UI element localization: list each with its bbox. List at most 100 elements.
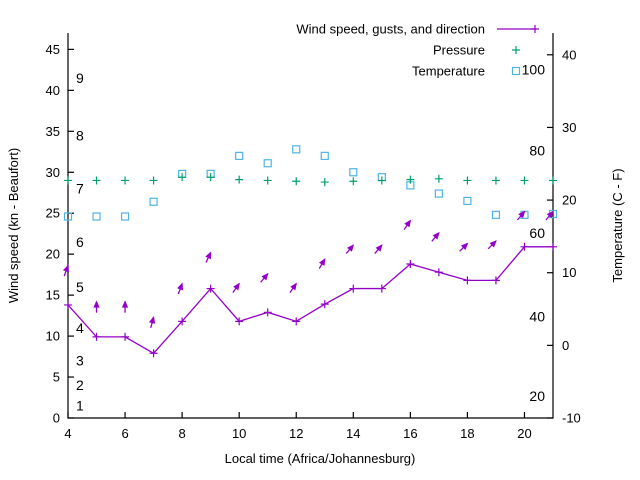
wind-speed-marker — [434, 268, 443, 277]
temperature-marker — [120, 212, 130, 221]
beaufort-scale-label: 6 — [76, 234, 84, 250]
x-axis-tick-label: 16 — [403, 426, 417, 441]
y-axis-tick-label: 15 — [46, 288, 60, 303]
pressure-marker — [520, 176, 529, 185]
x-axis-tick-label: 6 — [121, 426, 128, 441]
wind-speed-marker — [92, 332, 101, 341]
y-axis-tick-label: 5 — [53, 370, 60, 385]
y-axis-tick-label: 25 — [46, 206, 60, 221]
y-axis-label: Wind speed (kn - Beaufort) — [6, 148, 21, 303]
pressure-marker — [64, 176, 72, 185]
pressure-marker — [292, 177, 301, 186]
pressure-marker — [491, 176, 500, 185]
wind-direction-arrow — [260, 272, 269, 283]
temperature-marker — [92, 212, 101, 221]
pressure-marker — [121, 176, 130, 185]
pressure-marker — [235, 175, 244, 184]
wind-direction-arrow — [345, 244, 355, 255]
wind-direction-arrow — [205, 251, 212, 263]
wind-speed-marker — [320, 300, 329, 309]
wind-direction-arrow — [459, 242, 469, 252]
wind-direction-arrow — [148, 316, 156, 329]
pressure-marker — [463, 176, 472, 185]
wind-speed-marker — [178, 317, 187, 326]
y2-axis-tick-label: 10 — [562, 265, 576, 280]
temperature-marker — [263, 159, 272, 168]
y-axis-tick-label: 45 — [46, 42, 60, 57]
temperature-marker — [235, 151, 244, 160]
pressure-marker — [434, 174, 443, 183]
wind-speed-marker — [149, 349, 158, 358]
y-axis-tick-label: 30 — [46, 165, 60, 180]
y-axis-tick-label: 35 — [46, 124, 60, 139]
wind-speed-marker — [263, 308, 272, 317]
x-axis-tick-label: 10 — [232, 426, 246, 441]
wind-direction-arrow — [516, 210, 526, 221]
wind-direction-arrow — [121, 300, 129, 313]
wind-direction-arrow — [374, 244, 383, 255]
wind-speed-marker — [549, 242, 557, 251]
wind-speed-marker — [121, 332, 130, 341]
wind-direction-arrow — [545, 210, 554, 221]
legend-label: Temperature — [412, 64, 485, 79]
y2-axis-tick-label: 30 — [562, 120, 576, 135]
pressure-marker — [206, 173, 215, 182]
wind-direction-arrow — [318, 258, 326, 269]
fahrenheit-scale-label: 20 — [529, 388, 545, 404]
pressure-marker — [549, 176, 557, 185]
pressure-marker — [349, 177, 358, 186]
wind-speed-marker — [206, 284, 215, 293]
legend-marker — [512, 46, 520, 54]
wind-speed-marker — [235, 317, 244, 326]
pressure-marker — [92, 176, 101, 185]
x-axis-tick-label: 18 — [460, 426, 474, 441]
y-axis-tick-label: 40 — [46, 83, 60, 98]
wind-direction-arrow — [232, 282, 240, 294]
y-axis-tick-label: 20 — [46, 247, 60, 262]
wind-direction-arrow — [289, 282, 297, 294]
y-axis-tick-label: 0 — [53, 411, 60, 426]
y2-axis-tick-label: -10 — [562, 411, 581, 426]
beaufort-scale-label: 8 — [76, 127, 84, 143]
wind-direction-arrow — [177, 282, 184, 295]
wind-direction-arrow — [431, 231, 440, 242]
temperature-marker — [349, 168, 358, 177]
temperature-marker — [491, 210, 501, 219]
wind-speed-marker — [520, 242, 529, 251]
y2-axis-label: Temperature (C - F) — [610, 168, 625, 282]
y-axis-tick-label: 10 — [46, 329, 60, 344]
beaufort-scale-label: 2 — [76, 377, 84, 393]
temperature-marker — [149, 197, 158, 206]
y2-axis-tick-label: 20 — [562, 193, 576, 208]
beaufort-scale-label: 1 — [76, 398, 84, 414]
wind-direction-arrow — [93, 300, 100, 313]
beaufort-scale-label: 7 — [76, 181, 84, 197]
fahrenheit-scale-label: 100 — [522, 61, 546, 77]
wind-direction-arrow — [62, 264, 69, 277]
beaufort-scale-label: 3 — [76, 353, 84, 369]
legend-label: Wind speed, gusts, and direction — [296, 22, 485, 37]
wind-speed-marker — [64, 300, 72, 309]
x-axis-tick-label: 4 — [64, 426, 71, 441]
temperature-marker — [434, 189, 443, 198]
pressure-marker — [178, 173, 187, 182]
beaufort-scale-label: 5 — [76, 279, 84, 295]
fahrenheit-scale-label: 80 — [529, 143, 545, 159]
wind-direction-arrow — [487, 240, 497, 250]
wind-speed-line — [67, 246, 553, 355]
wind-speed-marker — [406, 260, 415, 268]
wind-speed-marker — [491, 276, 500, 285]
wind-direction-arrow — [403, 219, 412, 230]
temperature-marker — [63, 212, 73, 221]
wind-speed-marker — [377, 284, 386, 293]
wind-speed-marker — [292, 317, 301, 326]
pressure-marker — [149, 176, 158, 185]
pressure-marker — [377, 176, 386, 185]
beaufort-scale-label: 4 — [76, 320, 84, 336]
legend-label: Pressure — [433, 43, 485, 58]
legend-marker — [531, 25, 539, 33]
plot-border — [67, 33, 554, 419]
y2-axis-tick-label: 0 — [562, 338, 569, 353]
